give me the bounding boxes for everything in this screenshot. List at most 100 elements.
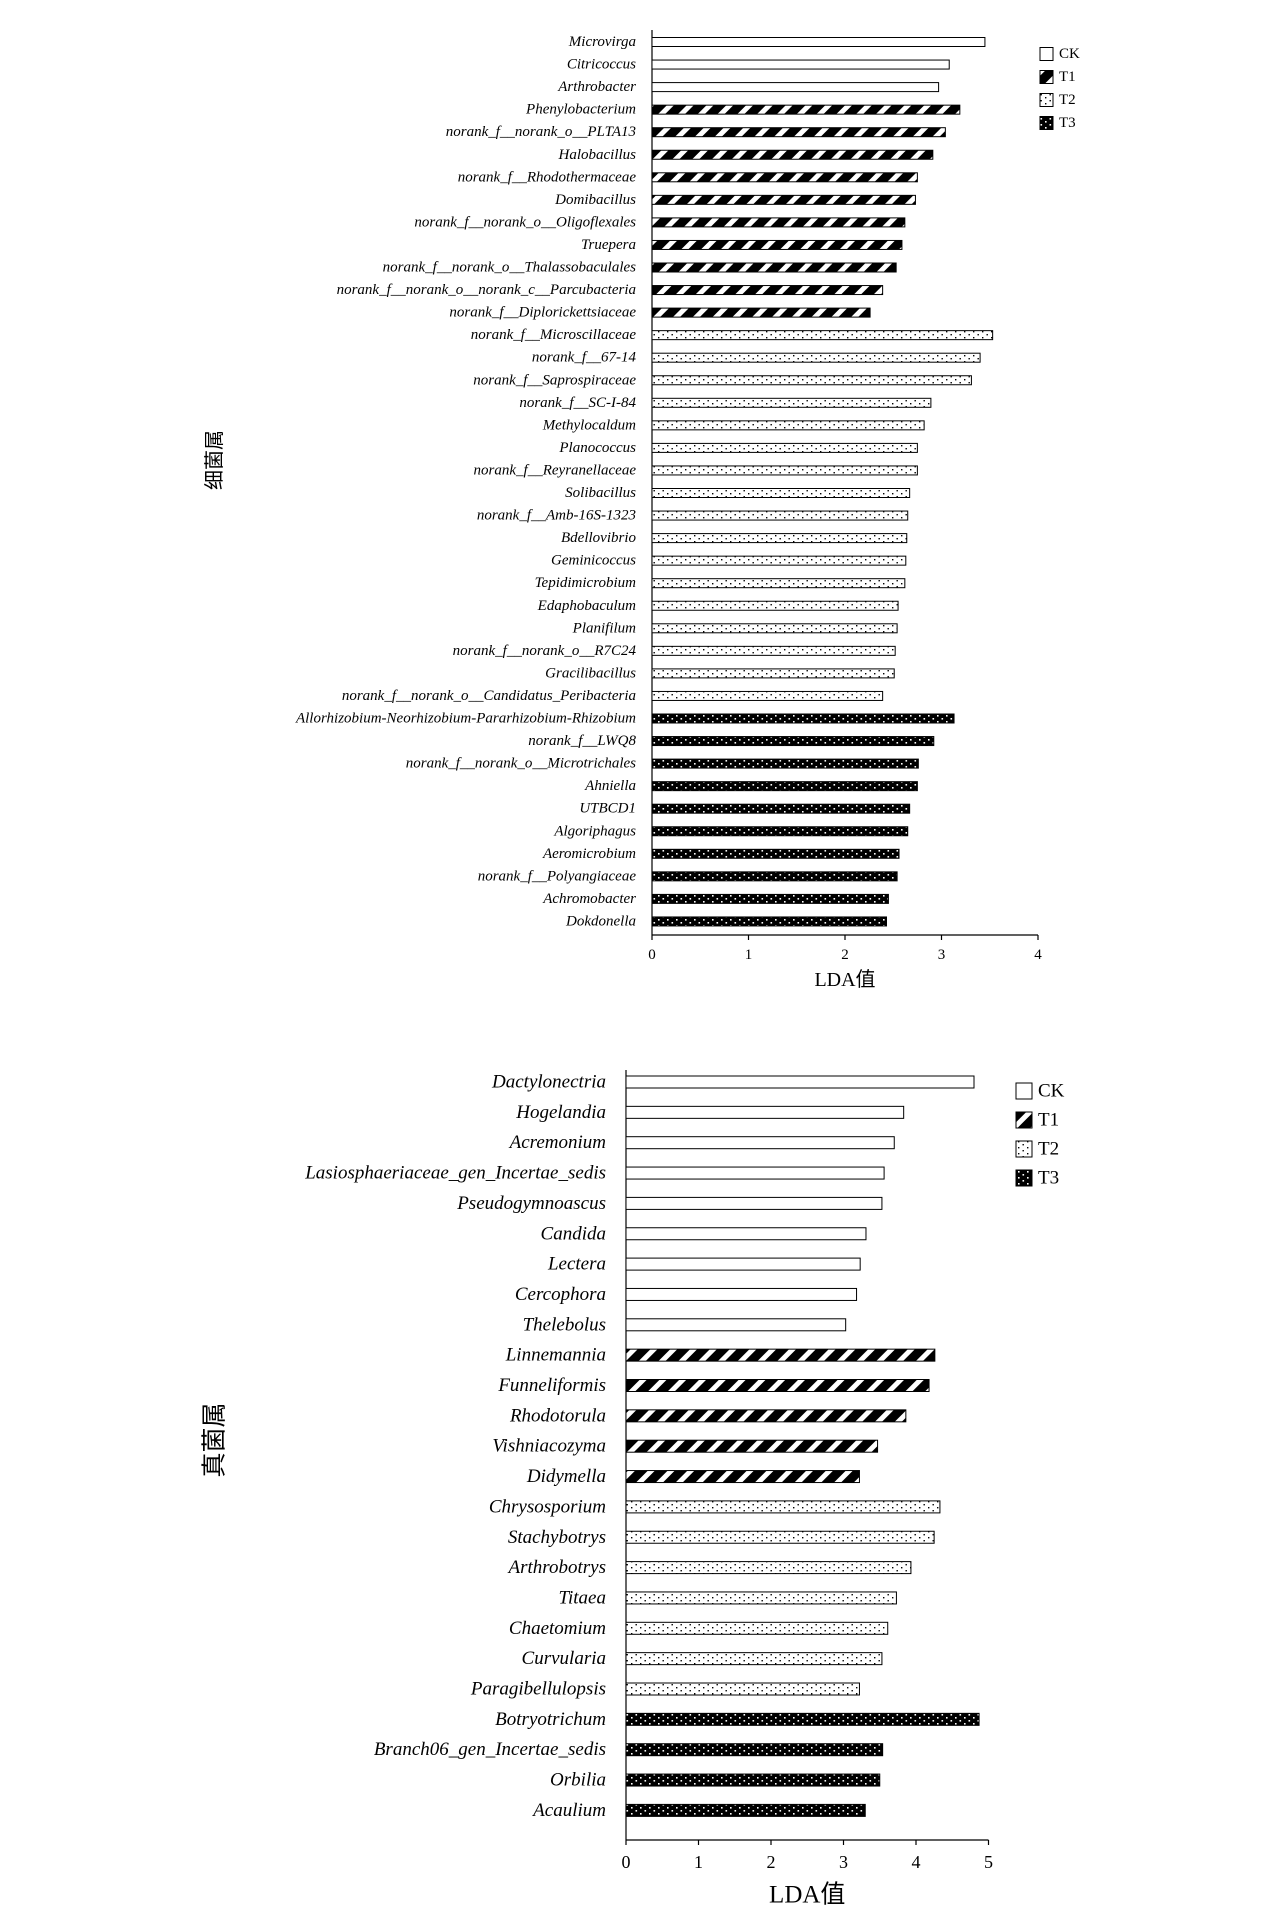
bar-t2 — [651, 555, 907, 566]
bar-t2 — [625, 1682, 860, 1696]
bar-t2 — [651, 420, 925, 431]
category-label: Phenylobacterium — [525, 102, 636, 118]
category-label: Acremonium — [508, 1132, 606, 1153]
category-label: Planifilum — [572, 620, 637, 636]
bar-t1 — [651, 127, 946, 138]
bar-t2 — [651, 397, 932, 408]
category-label: Linnemannia — [505, 1345, 606, 1366]
category-label: Dactylonectria — [491, 1072, 606, 1093]
bar-t3 — [651, 781, 918, 792]
x-tick-label: 5 — [984, 1852, 993, 1872]
bar-t2 — [651, 488, 911, 498]
bar-t3 — [651, 871, 898, 882]
bar-t2 — [625, 1591, 897, 1605]
bar-t3 — [625, 1743, 884, 1757]
category-label: norank_f__norank_o__norank_c__Parcubacte… — [337, 282, 636, 298]
bar-t1 — [651, 307, 871, 318]
x-axis-title: LDA值 — [769, 1881, 845, 1909]
category-label: Planococcus — [558, 440, 636, 456]
bar-t1 — [625, 1348, 936, 1362]
bar-t2 — [651, 578, 906, 589]
bar-t3 — [651, 893, 889, 904]
category-label: Edaphobaculum — [537, 598, 636, 614]
bar-t1 — [651, 239, 903, 250]
legend-label-t2: T2 — [1059, 92, 1076, 108]
bar-ck — [625, 1227, 867, 1241]
category-label: norank_f__SC-I-84 — [519, 395, 636, 411]
bar-t3 — [651, 916, 887, 927]
category-label: Rhodotorula — [509, 1405, 606, 1426]
bar-t3 — [651, 758, 919, 769]
x-axis-title: LDA值 — [814, 968, 875, 991]
category-label: Funneliformis — [497, 1375, 606, 1396]
category-label: Pseudogymnoascus — [456, 1193, 606, 1214]
bar-t2 — [651, 623, 898, 634]
category-label: Geminicoccus — [551, 553, 636, 569]
bar-t2 — [625, 1500, 941, 1514]
bar-t1 — [651, 217, 906, 228]
category-label: Allorhizobium-Neorhizobium-Pararhizobium… — [295, 711, 636, 727]
bar-ck — [625, 1287, 858, 1301]
bar-t2 — [651, 645, 896, 656]
category-label: norank_f__67-14 — [532, 350, 637, 366]
y-axis-title: 细菌属 — [203, 430, 226, 490]
legend: CK T1 T2 T3 — [1039, 46, 1080, 131]
bar-t1 — [651, 104, 961, 115]
category-label: norank_f__norank_o__Thalassobaculales — [383, 260, 636, 276]
bar-t3 — [651, 713, 955, 724]
category-label: Lasiosphaeriaceae_gen_Incertae_sedis — [304, 1163, 606, 1184]
bar-t2 — [651, 375, 972, 386]
x-tick-label: 1 — [694, 1852, 703, 1872]
bar-t2 — [651, 668, 895, 679]
category-label: Tepidimicrobium — [535, 575, 637, 591]
category-label: norank_f__Microscillaceae — [471, 327, 637, 343]
category-label: norank_f__Rhodothermaceae — [458, 169, 637, 185]
category-label: norank_f__Saprospiraceae — [473, 372, 636, 388]
category-label: Titaea — [558, 1587, 606, 1608]
category-label: Vishniacozyma — [492, 1436, 606, 1457]
category-label: Algoriphagus — [553, 823, 636, 839]
category-label: Thelebolus — [523, 1314, 606, 1335]
x-tick-label: 2 — [841, 947, 849, 963]
category-label: Halobacillus — [558, 147, 637, 163]
category-label: Branch06_gen_Incertae_sedis — [374, 1739, 606, 1760]
category-label: norank_f__LWQ8 — [528, 733, 636, 749]
bar-t2 — [651, 330, 994, 341]
bar-t3 — [625, 1773, 881, 1787]
category-label: Solibacillus — [565, 485, 636, 501]
category-label: Microvirga — [568, 34, 636, 50]
bar-t1 — [625, 1470, 860, 1484]
bar-ck — [625, 1136, 895, 1150]
category-label: norank_f__norank_o__PLTA13 — [446, 124, 636, 140]
bar-t3 — [625, 1803, 866, 1817]
category-label: Ahniella — [584, 778, 636, 794]
bar-t2 — [651, 600, 899, 611]
legend-swatch-t2 — [1039, 93, 1054, 107]
category-label: Chaetomium — [509, 1618, 606, 1639]
legend-swatch-t3 — [1015, 1169, 1033, 1187]
bar-t1 — [625, 1439, 879, 1453]
bar-ck — [625, 1257, 861, 1271]
category-label: norank_f__norank_o__Microtrichales — [406, 756, 636, 772]
category-label: Hogelandia — [515, 1102, 606, 1123]
bar-t1 — [651, 194, 916, 205]
bar-t1 — [651, 149, 934, 160]
bar-t2 — [625, 1530, 935, 1544]
bar-t2 — [651, 533, 908, 544]
bar-t2 — [651, 690, 884, 701]
legend-swatch-ck — [1015, 1082, 1033, 1100]
x-tick-label: 1 — [745, 947, 753, 963]
bar-t3 — [651, 803, 911, 814]
bar-t2 — [625, 1652, 883, 1666]
category-label: norank_f__Diplorickettsiaceae — [449, 305, 636, 321]
bar-t3 — [651, 736, 935, 747]
legend-label-ck: CK — [1038, 1081, 1065, 1102]
bar-t3 — [625, 1712, 980, 1726]
category-label: norank_f__Polyangiaceae — [478, 868, 637, 884]
bar-ck — [625, 1318, 847, 1332]
category-label: Candida — [541, 1223, 606, 1244]
x-tick-label: 3 — [938, 947, 946, 963]
bar-ck — [651, 82, 940, 93]
category-label: norank_f__Amb-16S-1323 — [477, 508, 636, 524]
legend-swatch-t1 — [1039, 70, 1054, 84]
